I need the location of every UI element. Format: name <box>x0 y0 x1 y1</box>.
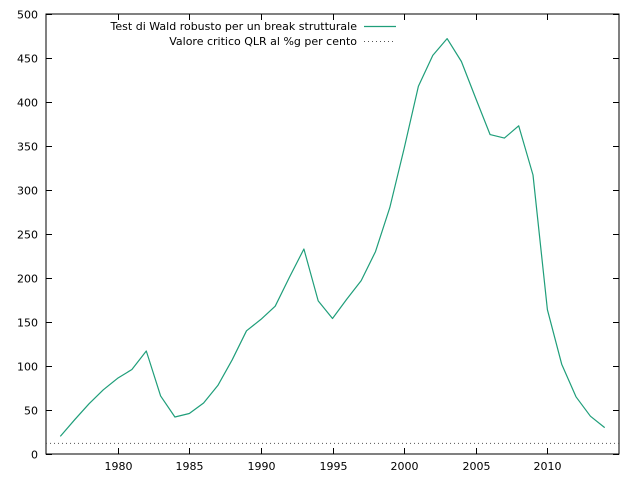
x-tick-label: 2000 <box>391 460 419 473</box>
y-tick-label: 100 <box>17 361 38 374</box>
series-layer <box>46 37 619 444</box>
x-tick-label: 1980 <box>105 460 133 473</box>
x-tick-label: 2005 <box>463 460 491 473</box>
y-axis: 0 50 100 150 200 250 300 350 400 450 500 <box>17 9 619 462</box>
x-tick-label: 2010 <box>534 460 562 473</box>
x-tick-label: 1990 <box>248 460 276 473</box>
x-axis: 1980 1985 1990 1995 2000 2005 2010 <box>105 14 562 473</box>
y-tick-label: 250 <box>17 229 38 242</box>
legend: Test di Wald robusto per un break strutt… <box>110 20 396 48</box>
y-tick-label: 350 <box>17 141 38 154</box>
legend-label-critical-value: Valore critico QLR al %g per cento <box>169 35 357 48</box>
x-tick-label: 1985 <box>176 460 204 473</box>
y-tick-label: 300 <box>17 185 38 198</box>
y-tick-label: 50 <box>24 405 38 418</box>
x-tick-label: 1995 <box>320 460 348 473</box>
y-tick-label: 200 <box>17 273 38 286</box>
y-tick-label: 450 <box>17 53 38 66</box>
y-tick-label: 150 <box>17 317 38 330</box>
y-tick-label: 0 <box>31 449 38 462</box>
series-line-wald-test <box>59 37 606 437</box>
y-tick-label: 500 <box>17 9 38 22</box>
y-tick-label: 400 <box>17 97 38 110</box>
legend-label-wald-test: Test di Wald robusto per un break strutt… <box>110 20 358 33</box>
